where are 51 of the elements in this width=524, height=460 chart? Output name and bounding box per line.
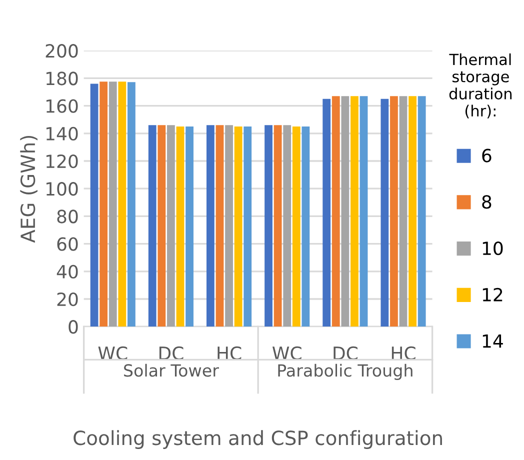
bar (108, 82, 117, 327)
text: Solar Tower (124, 364, 219, 377)
bar (350, 96, 358, 327)
bar (118, 82, 126, 327)
bar (322, 98, 331, 327)
bar (332, 96, 340, 327)
legend-label: 6 (482, 148, 492, 162)
y-tick-label: 60 (57, 237, 78, 251)
bar (186, 126, 194, 327)
bar (380, 98, 389, 327)
y-tick-label: 180 (46, 72, 78, 86)
bar (360, 96, 368, 327)
bar (390, 96, 398, 327)
bar (158, 125, 166, 327)
text: Parabolic Trough (278, 364, 412, 380)
bar (148, 125, 156, 327)
bar (408, 96, 417, 327)
legend-label: 10 (482, 241, 503, 256)
y-tick-label: 0 (68, 320, 78, 334)
legend-label: 12 (482, 288, 502, 302)
y-tick-label: 100 (46, 182, 78, 196)
y-tick-label: 20 (57, 292, 78, 306)
bar (167, 125, 175, 327)
legend-title: Thermal storage duration (hr): (449, 53, 512, 118)
y-tick-label: 160 (46, 99, 78, 113)
bar (302, 126, 310, 327)
bar (225, 125, 233, 327)
bar (176, 126, 184, 327)
y-tick-label: 140 (46, 126, 78, 141)
bar (90, 84, 98, 327)
bar (292, 126, 300, 327)
y-tick-label: 200 (46, 44, 78, 58)
bar (418, 96, 426, 327)
bar (206, 125, 214, 327)
bar (216, 125, 224, 327)
y-tick-label: 120 (46, 154, 78, 168)
bar (244, 126, 252, 327)
bar (100, 82, 108, 327)
legend-label: 8 (482, 195, 492, 209)
bar (341, 96, 350, 327)
bar (399, 96, 408, 327)
bar (128, 82, 136, 327)
y-axis-title: AEG (GWh) (20, 136, 38, 243)
bar (283, 125, 292, 327)
bar (274, 125, 282, 327)
y-tick-label: 40 (56, 264, 78, 279)
x-axis-title: Cooling system and CSP configuration (74, 430, 442, 450)
bar (234, 126, 242, 327)
y-tick-label: 80 (57, 210, 78, 224)
legend-label: 14 (482, 334, 503, 348)
bar (264, 125, 272, 327)
